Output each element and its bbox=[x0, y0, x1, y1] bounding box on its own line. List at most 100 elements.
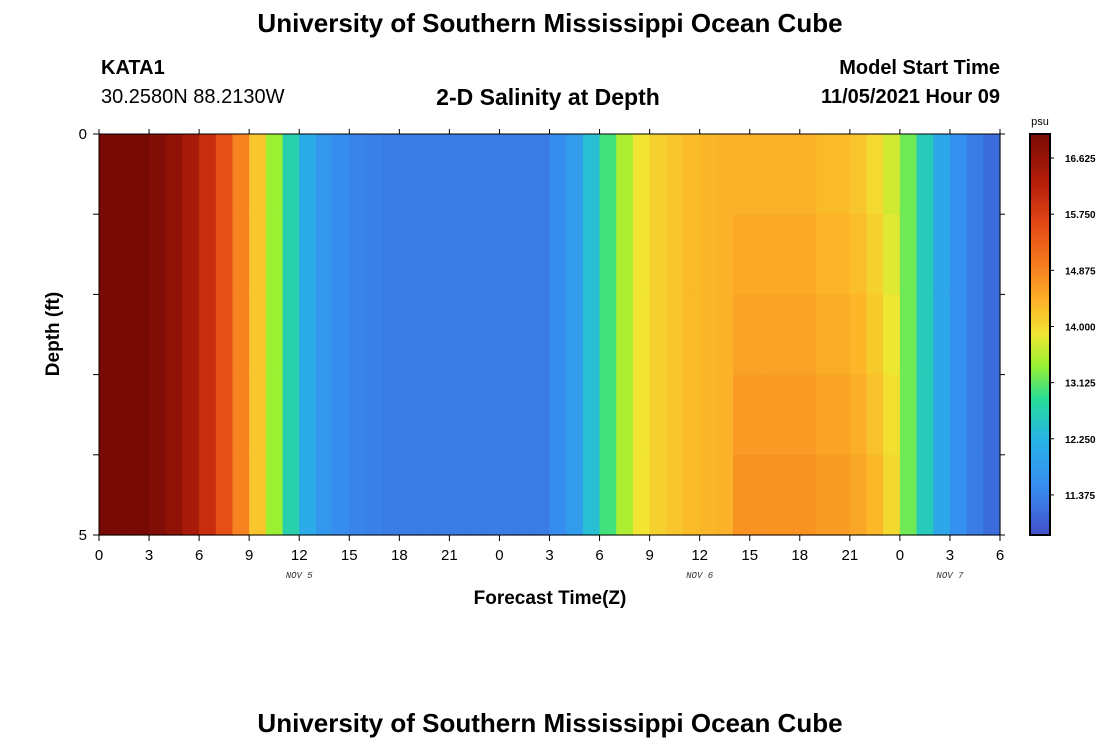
heatmap-cell bbox=[399, 454, 417, 536]
heatmap-cell bbox=[115, 454, 133, 536]
heatmap-cell bbox=[833, 134, 851, 215]
heatmap-cell bbox=[499, 374, 517, 456]
heatmap-cell bbox=[432, 214, 450, 295]
colorbar-segment bbox=[1030, 174, 1050, 179]
heatmap-cell bbox=[466, 454, 484, 536]
heatmap-cell bbox=[682, 374, 701, 456]
colorbar-segment bbox=[1030, 346, 1050, 352]
heatmap-cell bbox=[599, 294, 617, 376]
heatmap-cell bbox=[766, 374, 784, 456]
heatmap-cell bbox=[666, 294, 684, 376]
heatmap-cell bbox=[616, 134, 634, 215]
colorbar-segment bbox=[1030, 474, 1050, 480]
colorbar-segment bbox=[1030, 430, 1050, 436]
heatmap-cell bbox=[682, 454, 701, 536]
heatmap-cell bbox=[149, 454, 167, 536]
heatmap-cell bbox=[449, 134, 467, 215]
heatmap-cell bbox=[382, 134, 400, 215]
heatmap-cell bbox=[916, 454, 934, 536]
heatmap-cell bbox=[382, 454, 400, 536]
colorbar-segment bbox=[1030, 518, 1050, 524]
model-start-value: 11/05/2021 Hour 09 bbox=[820, 86, 1000, 108]
heatmap-cell bbox=[282, 134, 300, 215]
colorbar-tick-label: 16.625 bbox=[1065, 154, 1096, 165]
colorbar-segment bbox=[1030, 494, 1050, 500]
heatmap-cell bbox=[916, 294, 934, 376]
x-tick-label: 18 bbox=[791, 547, 808, 564]
colorbar-segment bbox=[1030, 486, 1050, 492]
colorbar-segment bbox=[1030, 242, 1050, 247]
heatmap-cell bbox=[215, 374, 234, 456]
heatmap-cell bbox=[532, 294, 551, 376]
heatmap-cell bbox=[466, 214, 484, 295]
heatmap-cell bbox=[315, 214, 334, 295]
heatmap-cell bbox=[933, 454, 951, 536]
colorbar-segment bbox=[1030, 198, 1050, 203]
heatmap-cell bbox=[99, 294, 117, 376]
heatmap-cell bbox=[315, 294, 334, 376]
heatmap-cell bbox=[199, 454, 217, 536]
x-tick-label: 3 bbox=[545, 547, 553, 564]
heatmap-cell bbox=[516, 134, 534, 215]
heatmap-cell bbox=[733, 374, 751, 456]
colorbar-segment bbox=[1030, 266, 1050, 271]
heatmap-cell bbox=[532, 134, 551, 215]
heatmap-cell bbox=[632, 214, 651, 295]
colorbar-segment bbox=[1030, 166, 1050, 171]
heatmap-cell bbox=[966, 214, 984, 295]
heatmap-cell bbox=[416, 214, 434, 295]
colorbar-segment bbox=[1030, 230, 1050, 235]
heatmap-cell bbox=[165, 454, 184, 536]
heatmap-cell bbox=[549, 134, 567, 215]
heatmap-cell bbox=[99, 214, 117, 295]
colorbar-segment bbox=[1030, 410, 1050, 416]
colorbar-segment bbox=[1030, 234, 1050, 239]
heatmap-cell bbox=[99, 134, 117, 215]
heatmap-cell bbox=[649, 294, 667, 376]
colorbar-segment bbox=[1030, 294, 1050, 300]
heatmap-cell bbox=[115, 374, 133, 456]
colorbar-segment bbox=[1030, 254, 1050, 259]
heatmap-cell bbox=[382, 294, 400, 376]
colorbar-segment bbox=[1030, 342, 1050, 348]
colorbar-tick-label: 12.250 bbox=[1065, 435, 1096, 446]
colorbar-segment bbox=[1030, 138, 1050, 143]
heatmap-cell bbox=[232, 454, 250, 536]
colorbar-segment bbox=[1030, 270, 1050, 275]
heatmap-cell bbox=[866, 214, 884, 295]
colorbar-segment bbox=[1030, 426, 1050, 432]
heatmap-cell bbox=[716, 454, 734, 536]
heatmap-cell bbox=[716, 374, 734, 456]
colorbar-tick-label: 14.000 bbox=[1065, 322, 1096, 333]
heatmap-cell bbox=[616, 374, 634, 456]
x-tick-label: 15 bbox=[341, 547, 358, 564]
colorbar-segment bbox=[1030, 186, 1050, 191]
y-axis: 05 bbox=[79, 126, 1005, 544]
colorbar-segment bbox=[1030, 418, 1050, 424]
heatmap-cell bbox=[382, 214, 400, 295]
heatmap-cell bbox=[432, 294, 450, 376]
colorbar-segment bbox=[1030, 438, 1050, 444]
heatmap-cell bbox=[165, 214, 184, 295]
heatmap-cell bbox=[199, 214, 217, 295]
heatmap-cell bbox=[399, 374, 417, 456]
x-tick-label: 21 bbox=[441, 547, 458, 564]
x-tick-label: 9 bbox=[645, 547, 653, 564]
heatmap-cell bbox=[449, 454, 467, 536]
colorbar-tick-label: 11.375 bbox=[1065, 491, 1095, 502]
heatmap-cell bbox=[482, 374, 501, 456]
heatmap-cell bbox=[432, 454, 450, 536]
heatmap-cell bbox=[299, 134, 317, 215]
heatmap-cell bbox=[165, 134, 184, 215]
heatmap-cell bbox=[582, 214, 601, 295]
heatmap-cell bbox=[332, 214, 350, 295]
heatmap-cell bbox=[132, 134, 150, 215]
heatmap-cell bbox=[466, 374, 484, 456]
colorbar-border bbox=[1029, 133, 1051, 536]
heatmap-cell bbox=[149, 134, 167, 215]
heatmap-cell bbox=[599, 134, 617, 215]
heatmap-cell bbox=[716, 134, 734, 215]
colorbar-segment bbox=[1030, 522, 1050, 528]
heatmap-cell bbox=[716, 214, 734, 295]
heatmap-cell bbox=[249, 134, 267, 215]
